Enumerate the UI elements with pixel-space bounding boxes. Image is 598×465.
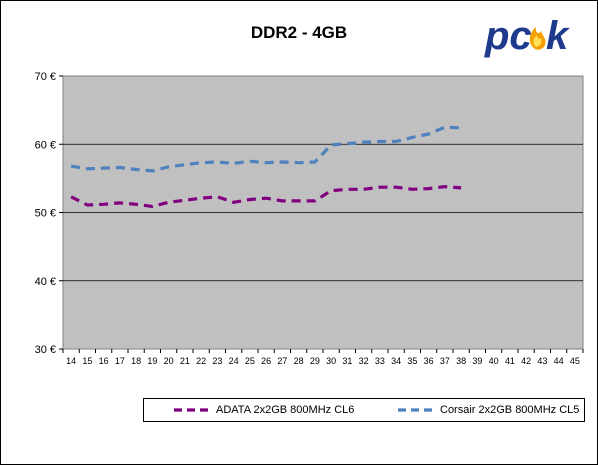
x-tick-label: 33	[375, 356, 385, 366]
x-tick-label: 21	[180, 356, 190, 366]
x-tick-label: 42	[521, 356, 531, 366]
y-tick-label: 70 €	[35, 71, 56, 83]
x-tick-label: 40	[489, 356, 499, 366]
series-line-adata	[70, 185, 462, 208]
x-tick-label: 27	[277, 356, 287, 366]
x-tick-label: 20	[164, 356, 174, 366]
x-tick-label: 16	[99, 356, 109, 366]
x-tick-label: 23	[212, 356, 222, 366]
x-tick-label: 25	[245, 356, 255, 366]
y-tick-label: 30 €	[35, 344, 56, 356]
x-tick-label: 19	[147, 356, 157, 366]
x-tick-label: 22	[196, 356, 206, 366]
legend-item-corsair: Corsair 2x2GB 800MHz CL5	[398, 403, 579, 417]
x-tick-label: 41	[505, 356, 515, 366]
x-tick-label: 37	[440, 356, 450, 366]
x-tick-label: 15	[82, 356, 92, 366]
legend-swatch-adata	[174, 408, 210, 412]
x-tick-label: 35	[407, 356, 417, 366]
x-tick-label: 45	[570, 356, 580, 366]
gridlines	[63, 143, 583, 282]
legend-item-adata: ADATA 2x2GB 800MHz CL6	[174, 403, 354, 417]
x-tick-label: 14	[66, 356, 76, 366]
y-tick-label: 50 €	[35, 208, 56, 220]
flame-icon	[529, 27, 546, 50]
x-tick-label: 44	[554, 356, 564, 366]
x-tick-label: 32	[359, 356, 369, 366]
pcsk-logo: pc k	[484, 14, 570, 58]
chart-title: DDR2 - 4GB	[250, 23, 348, 42]
y-tick-label: 60 €	[35, 139, 56, 151]
series-layer	[70, 125, 462, 208]
x-tick-label: 36	[424, 356, 434, 366]
x-tick-label: 30	[326, 356, 336, 366]
x-tick-label: 28	[294, 356, 304, 366]
x-tick-label: 18	[131, 356, 141, 366]
x-tick-label: 34	[391, 356, 401, 366]
legend-swatch-corsair	[398, 408, 434, 412]
x-tick-label: 26	[261, 356, 271, 366]
x-axis-ticks: 14 15 16 17 18 19 20 21 22 23 24 25 26 27 28 29 30 31 32 33…	[62, 349, 584, 366]
x-tick-label: 38	[456, 356, 466, 366]
y-tick-label: 40 €	[35, 276, 56, 288]
x-tick-label: 24	[229, 356, 239, 366]
x-tick-label: 31	[342, 356, 352, 366]
legend-label-adata: ADATA 2x2GB 800MHz CL6	[216, 404, 355, 416]
x-tick-label: 43	[537, 356, 547, 366]
y-axis-ticks: 30 € 40 € 50 € 60 € 70 €	[35, 71, 63, 356]
x-tick-label: 39	[472, 356, 482, 366]
x-tick-label: 17	[115, 356, 125, 366]
legend-label-corsair: Corsair 2x2GB 800MHz CL5	[440, 404, 580, 416]
logo-text-p: pc	[484, 14, 532, 58]
legend: ADATA 2x2GB 800MHz CL6 Corsair 2x2GB 800…	[143, 398, 585, 422]
logo-text-k: k	[546, 14, 570, 58]
series-line-corsair	[70, 125, 462, 173]
x-tick-label: 29	[310, 356, 320, 366]
